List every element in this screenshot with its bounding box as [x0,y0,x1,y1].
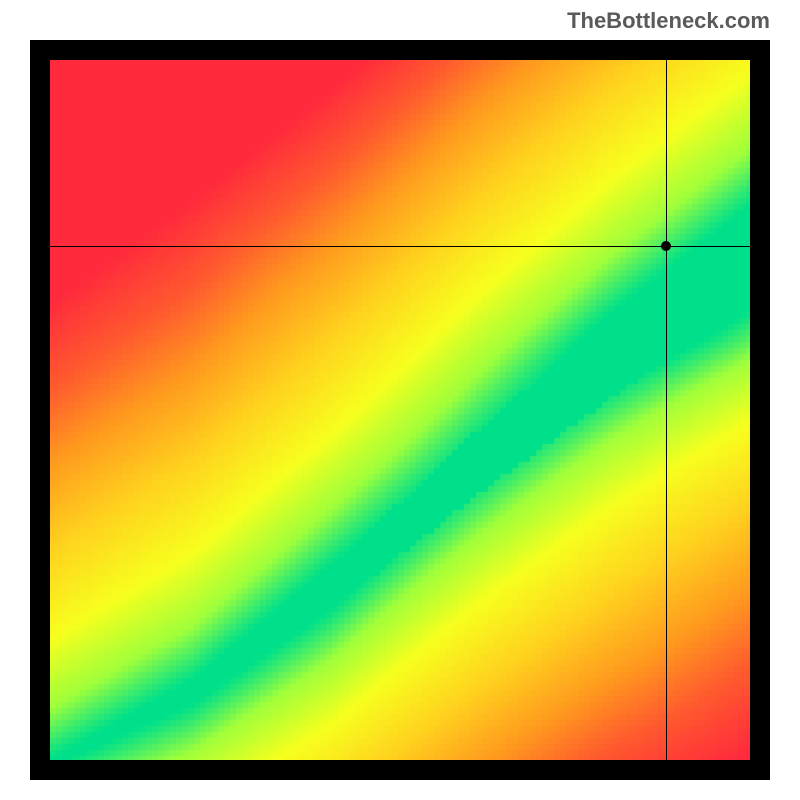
crosshair-horizontal [50,246,750,247]
heatmap-canvas [50,60,750,760]
crosshair-vertical [666,60,667,760]
chart-container: TheBottleneck.com [0,0,800,800]
crosshair-marker [661,241,671,251]
watermark-text: TheBottleneck.com [567,8,770,34]
plot-area [50,60,750,760]
chart-frame [30,40,770,780]
